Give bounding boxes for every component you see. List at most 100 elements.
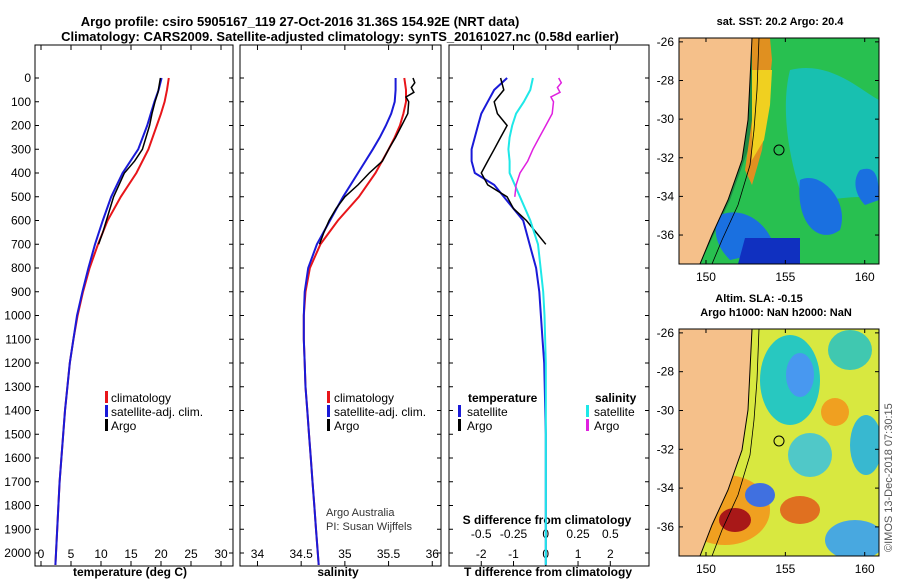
temperature-tick-label: 30 <box>214 547 228 561</box>
legend-sargo-label: Argo <box>594 419 620 433</box>
legend-salinity-heading: salinity <box>595 391 637 405</box>
temperature-tick-label: 5 <box>68 547 75 561</box>
sla-map-title1: Altim. SLA: -0.15 <box>715 293 802 305</box>
sst-cool-eddy <box>785 67 879 201</box>
lat-tick-label: -34 <box>657 481 675 495</box>
sst-lon-axis: 150 155 160 <box>696 270 875 284</box>
sst-isobath <box>711 38 760 264</box>
tdiff-argo-line <box>480 77 547 245</box>
sla-low-eddy-s <box>788 433 832 477</box>
lat-tick-label: -30 <box>657 403 675 417</box>
lat-tick-label: -26 <box>657 35 675 49</box>
sst-map <box>679 38 879 264</box>
legend-tsat-swatch <box>458 405 461 417</box>
depth-tick-label: 400 <box>11 166 31 180</box>
sla-map-title2: Argo h1000: NaN h2000: NaN <box>700 307 852 319</box>
depth-tick-marks <box>35 77 649 554</box>
sst-coldest-patch <box>738 238 800 264</box>
temperature-tick-label: 10 <box>94 547 108 561</box>
legend-targo-label: Argo <box>467 419 493 433</box>
credit-line1: Argo Australia <box>326 507 395 519</box>
sdiff-satellite-line <box>507 77 547 565</box>
salinity-x-label: salinity <box>317 565 359 579</box>
sdiff-tick-label: 0.5 <box>602 527 619 541</box>
legend-sargo-swatch <box>586 419 589 431</box>
credit-line2: PI: Susan Wijffels <box>326 521 412 533</box>
legend-argo-label: Argo <box>334 419 360 433</box>
depth-tick-label: 1500 <box>4 427 31 441</box>
depth-tick-label: 700 <box>11 237 31 251</box>
depth-tick-label: 1800 <box>4 499 31 513</box>
salinity-panel-frame <box>239 44 442 567</box>
salinity-climatology-line <box>302 77 407 565</box>
lat-tick-label: -30 <box>657 112 675 126</box>
lon-tick-label: 160 <box>855 270 875 284</box>
depth-tick-label: 1300 <box>4 380 31 394</box>
legend-satellite-swatch <box>327 405 330 417</box>
salinity-legend: climatology satellite-adj. clim. Argo <box>327 391 426 433</box>
sla-low-sw <box>745 483 775 507</box>
figure-title-line1: Argo profile: csiro 5905167_119 27-Oct-2… <box>81 14 520 29</box>
temperature-tick-label: 20 <box>154 547 168 561</box>
depth-tick-label: 1000 <box>4 309 31 323</box>
lon-tick-label: 150 <box>696 270 716 284</box>
difference-legend: temperature satellite Argo salinity sate… <box>458 391 637 433</box>
legend-targo-swatch <box>458 419 461 431</box>
salinity-x-axis: 34 34.5 35 35.5 36 <box>251 547 439 561</box>
legend-climatology-label: climatology <box>111 391 171 405</box>
sla-coastline <box>699 329 753 556</box>
lon-tick-label: 155 <box>775 270 795 284</box>
sdiff-tick-label: -0.5 <box>471 527 492 541</box>
salinity-tick-label: 35.5 <box>377 547 401 561</box>
legend-argo-swatch <box>327 419 330 431</box>
temperature-argo-line <box>97 77 162 245</box>
sst-map-title: sat. SST: 20.2 Argo: 20.4 <box>717 16 845 28</box>
sla-high-eddy <box>821 398 849 426</box>
depth-tick-label: 800 <box>11 261 31 275</box>
depth-tick-label: 1400 <box>4 404 31 418</box>
legend-satellite-label: satellite-adj. clim. <box>111 405 203 419</box>
figure-title-line2: Climatology: CARS2009. Satellite-adjuste… <box>61 29 619 44</box>
sst-map-frame <box>678 37 880 265</box>
sla-land <box>679 329 752 556</box>
temperature-tick-label: 25 <box>184 547 198 561</box>
lat-tick-label: -28 <box>657 73 675 87</box>
imos-credit: ©IMOS 13-Dec-2018 07:30:15 <box>883 403 895 552</box>
depth-axis: 0 100 200 300 400 500 600 700 800 900 10… <box>4 71 31 560</box>
salinity-satellite-line <box>302 78 397 565</box>
temperature-legend: climatology satellite-adj. clim. Argo <box>105 391 203 433</box>
sst-cold-patch-east <box>855 168 879 205</box>
lat-tick-label: -36 <box>657 228 675 242</box>
legend-satellite-swatch <box>105 405 108 417</box>
temperature-climatology-line <box>54 77 170 565</box>
lon-tick-label: 155 <box>775 562 795 576</box>
temperature-tick-label: 0 <box>38 547 45 561</box>
argo-position-marker <box>773 435 785 447</box>
lat-tick-label: -32 <box>657 442 675 456</box>
argo-position-marker <box>773 144 785 156</box>
tdiff-tick-label: -1 <box>508 547 519 561</box>
x-tick-marks <box>40 45 611 566</box>
lat-tick-label: -28 <box>657 365 675 379</box>
legend-ssat-swatch <box>586 405 589 417</box>
sst-lat-axis: -26 -28 -30 -32 -34 -36 <box>657 35 675 242</box>
sdiff-tick-label: -0.25 <box>500 527 528 541</box>
lat-tick-label: -36 <box>657 520 675 534</box>
difference-panel-frame <box>448 44 650 567</box>
salinity-tick-label: 36 <box>426 547 440 561</box>
depth-tick-label: 0 <box>24 71 31 85</box>
sla-map-frame <box>678 328 880 557</box>
depth-tick-label: 900 <box>11 285 31 299</box>
tdiff-tick-label: 1 <box>575 547 582 561</box>
sdiff-tick-label: 0.25 <box>566 527 590 541</box>
legend-climatology-swatch <box>327 391 330 403</box>
tdiff-tick-label: 2 <box>607 547 614 561</box>
legend-ssat-label: satellite <box>594 405 635 419</box>
depth-tick-label: 1600 <box>4 451 31 465</box>
sdiff-argo-line <box>514 77 563 197</box>
legend-climatology-swatch <box>105 391 108 403</box>
salinity-tick-label: 34 <box>251 547 265 561</box>
salinity-argo-line <box>318 77 416 245</box>
legend-argo-swatch <box>105 419 108 431</box>
